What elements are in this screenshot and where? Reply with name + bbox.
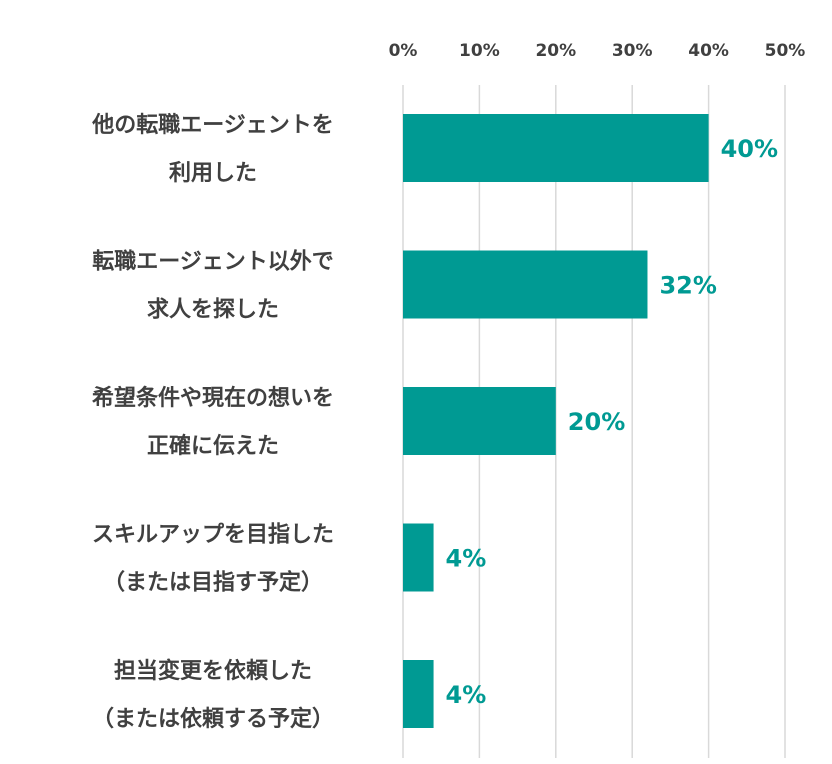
category-label: （または依頼する予定） xyxy=(92,706,334,732)
bar xyxy=(403,250,648,319)
x-tick-label: 20% xyxy=(535,41,576,61)
category-label: 担当変更を依頼した xyxy=(114,658,312,684)
x-tick-label: 40% xyxy=(688,41,729,61)
category-label: スキルアップを目指した xyxy=(92,523,334,548)
data-label: 20% xyxy=(568,408,625,436)
data-labels: 40% 32% 20% 4% 4% xyxy=(446,135,778,709)
x-tick-label: 10% xyxy=(459,41,500,61)
category-label: 転職エージェント以外で xyxy=(92,249,334,275)
bar xyxy=(403,114,709,182)
data-label: 4% xyxy=(446,681,487,709)
category-label: 求人を探した xyxy=(147,297,279,323)
bars xyxy=(403,114,709,728)
category-label: 利用した xyxy=(169,161,257,186)
category-label: 希望条件や現在の想いを xyxy=(92,385,334,411)
x-tick-label: 0% xyxy=(389,41,418,61)
category-labels: 他の転職エージェントを利用した転職エージェント以外で求人を探した希望条件や現在の… xyxy=(91,112,334,732)
category-label: 正確に伝えた xyxy=(147,433,279,459)
x-axis-ticks: 0% 10% 20% 30% 40% 50% xyxy=(389,41,806,61)
data-label: 40% xyxy=(721,135,778,163)
x-tick-label: 30% xyxy=(612,41,653,61)
category-label: （または目指す予定） xyxy=(103,570,323,596)
x-tick-label: 50% xyxy=(765,41,806,61)
category-label: 他の転職エージェントを xyxy=(91,112,334,138)
data-label: 4% xyxy=(446,545,487,573)
bar xyxy=(403,523,434,592)
bar xyxy=(403,660,434,728)
bar xyxy=(403,387,556,455)
data-label: 32% xyxy=(659,272,716,300)
